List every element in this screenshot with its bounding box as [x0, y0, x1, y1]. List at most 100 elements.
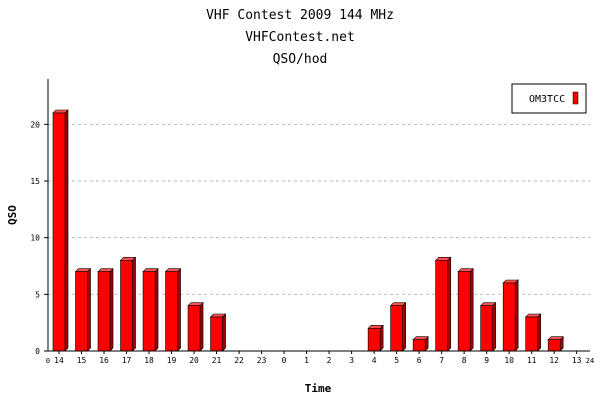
bar-side [492, 301, 496, 352]
x-edge-label-end: 24 [586, 357, 594, 365]
x-tick-label: 3 [349, 356, 354, 365]
bar-top [187, 302, 204, 306]
bar [389, 301, 407, 352]
x-tick-label: 10 [504, 356, 514, 365]
bar-top [119, 257, 137, 261]
y-tick-label: 0 [35, 347, 40, 356]
bar [97, 267, 114, 352]
bar [164, 267, 182, 352]
bar-front [547, 339, 561, 352]
bar-top [547, 336, 564, 340]
legend-label: OM3TCC [529, 94, 565, 105]
x-tick-label: 20 [189, 356, 199, 365]
bar-front [502, 282, 516, 352]
y-tick-label: 20 [30, 120, 40, 129]
x-tick-label: 14 [54, 356, 64, 365]
bar-front [97, 271, 111, 352]
bar-side [537, 313, 541, 352]
bar [52, 109, 69, 352]
bar-front [210, 316, 223, 352]
bar-front [52, 112, 66, 352]
x-tick-label: 7 [439, 356, 444, 365]
bar [434, 256, 452, 352]
y-tick-label: 5 [35, 290, 40, 299]
bar-side [64, 109, 69, 352]
chart-subtitle-2: QSO/hod [273, 52, 328, 67]
x-tick-label: 23 [257, 356, 267, 365]
bar-side [514, 279, 519, 352]
bar-side [132, 256, 136, 352]
bar [209, 313, 227, 352]
bar-front [187, 305, 201, 352]
bar-front [390, 305, 403, 352]
bar-front [142, 271, 156, 352]
bar [74, 267, 92, 352]
x-tick-label: 17 [122, 356, 132, 365]
bar [367, 324, 384, 352]
x-tick-label: 8 [462, 356, 467, 365]
bar-front [165, 271, 178, 352]
bar-top [367, 325, 384, 329]
bar [479, 301, 497, 352]
bar-side [222, 313, 226, 352]
bar-top [209, 313, 227, 318]
bar-front [367, 328, 381, 352]
x-tick-label: 5 [394, 356, 399, 365]
bars [52, 109, 564, 352]
y-axis-label: QSO [6, 205, 19, 225]
x-tick-label: 18 [144, 356, 154, 365]
x-tick-label: 0 [282, 356, 287, 365]
bar-side [447, 256, 451, 352]
chart-subtitle: VHFContest.net [245, 30, 355, 45]
bar-top [52, 109, 69, 114]
bar-top [412, 336, 429, 340]
bar [119, 256, 137, 352]
bar-top [74, 268, 92, 272]
grid [48, 123, 590, 295]
bar-front [75, 271, 88, 352]
x-tick-label: 6 [417, 356, 422, 365]
bar-top [97, 268, 114, 272]
bar-front [120, 260, 133, 352]
x-tick-label: 12 [549, 356, 559, 365]
bar-top [524, 313, 542, 318]
bar-side [402, 301, 406, 352]
x-axis-label: Time [305, 382, 332, 395]
y-tick-label: 10 [30, 234, 40, 243]
x-tick-label: 1 [304, 356, 309, 365]
bar-top [457, 268, 474, 272]
x-tick-label: 11 [527, 356, 537, 365]
bar-side [87, 267, 91, 352]
bar-side [109, 267, 114, 352]
bar-top [502, 279, 519, 284]
bar [142, 267, 159, 352]
bar-side [177, 267, 181, 352]
bar [547, 335, 564, 352]
x-tick-label: 4 [372, 356, 377, 365]
y-ticks: 0 5 10 15 20 [30, 120, 48, 356]
x-tick-label: 2 [327, 356, 332, 365]
bar-side [154, 267, 159, 352]
x-tick-label: 9 [484, 356, 489, 365]
legend-swatch [572, 91, 579, 105]
bar-side [199, 301, 204, 352]
x-tick-label: 21 [212, 356, 222, 365]
bar-top [164, 268, 182, 272]
bar-front [457, 271, 471, 352]
chart-title: VHF Contest 2009 144 MHz [206, 8, 394, 23]
bar-front [525, 316, 538, 352]
bar-top [434, 257, 452, 261]
bar-side [469, 267, 474, 352]
x-tick-label: 13 [572, 356, 582, 365]
bar-front [480, 305, 493, 352]
bar [187, 301, 204, 352]
bar-side [379, 324, 384, 352]
x-tick-label: 22 [234, 356, 244, 365]
bar-top [479, 302, 497, 306]
bar [412, 335, 429, 352]
bar [457, 267, 474, 352]
bar-top [389, 302, 407, 306]
y-tick-label: 15 [30, 177, 40, 186]
